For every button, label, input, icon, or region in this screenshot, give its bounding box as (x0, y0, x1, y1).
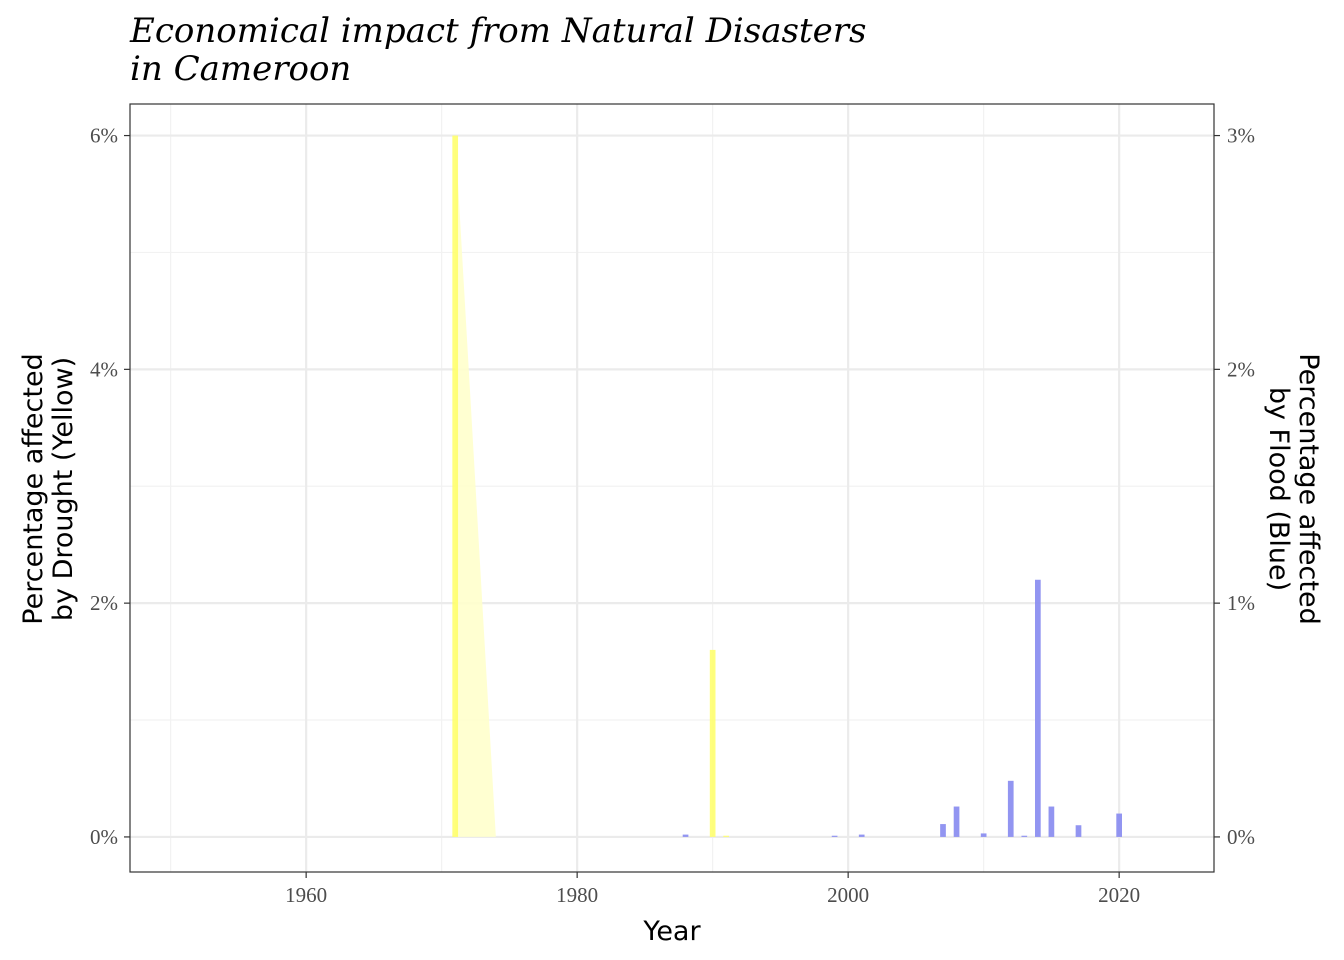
y-axis-left-title: Percentage affected by Drought (Yellow) (18, 353, 79, 624)
x-tick-label: 2000 (827, 883, 869, 907)
y-axis-right-title-line-2: by Flood (Blue) (1263, 387, 1294, 591)
y-right-tick-label: 1% (1227, 591, 1255, 615)
flood-bar (1007, 780, 1014, 837)
flood-bar (1075, 825, 1082, 837)
flood-bar (858, 834, 865, 837)
flood-bar (940, 824, 946, 837)
flood-bar (980, 833, 987, 837)
bars-layer (452, 135, 1122, 837)
flood-bar (1035, 579, 1041, 837)
drought-bar (723, 835, 730, 837)
flood-bar (682, 834, 689, 837)
drought-bar (452, 135, 459, 837)
axis-titles: Year Percentage affected by Drought (Yel… (18, 353, 1324, 947)
y-right-tick-label: 3% (1227, 124, 1255, 148)
chart-title: Economical impact from Natural Disasters… (129, 11, 866, 89)
chart-title-line-1: Economical impact from Natural Disasters (129, 11, 866, 51)
y-axis-right-title-line-1: Percentage affected (1293, 353, 1324, 624)
y-left-tick-label: 6% (90, 124, 118, 148)
x-tick-label: 1960 (285, 883, 327, 907)
flood-bar (831, 835, 838, 837)
y-axis-left-title-line-2: by Drought (Yellow) (48, 357, 79, 621)
panel-border (129, 103, 1215, 873)
x-axis-title: Year (642, 916, 701, 947)
y-axis-left-title-line-1: Percentage affected (18, 353, 49, 624)
drought-area (455, 135, 496, 837)
drought-bar (709, 649, 716, 837)
grid (130, 104, 1214, 872)
y-left-tick-label: 0% (90, 825, 118, 849)
flood-bar (1021, 835, 1028, 837)
y-left-tick-label: 2% (90, 591, 118, 615)
chart-title-line-2: in Cameroon (130, 49, 351, 89)
y-left-tick-label: 4% (90, 357, 118, 381)
y-axis-right-title: Percentage affected by Flood (Blue) (1263, 353, 1324, 624)
flood-bar (953, 806, 960, 837)
x-tick-label: 2020 (1098, 883, 1140, 907)
y-right-tick-label: 2% (1227, 357, 1255, 381)
drought-area-layer (455, 135, 496, 837)
x-tick-label: 1980 (556, 883, 598, 907)
axes: 1960 1980 2000 2020 0% 2% 4% 6% 0% 1% 2% 3% (90, 124, 1255, 907)
flood-bar (1048, 806, 1055, 837)
flood-bar (1116, 813, 1122, 837)
y-right-tick-label: 0% (1227, 825, 1255, 849)
